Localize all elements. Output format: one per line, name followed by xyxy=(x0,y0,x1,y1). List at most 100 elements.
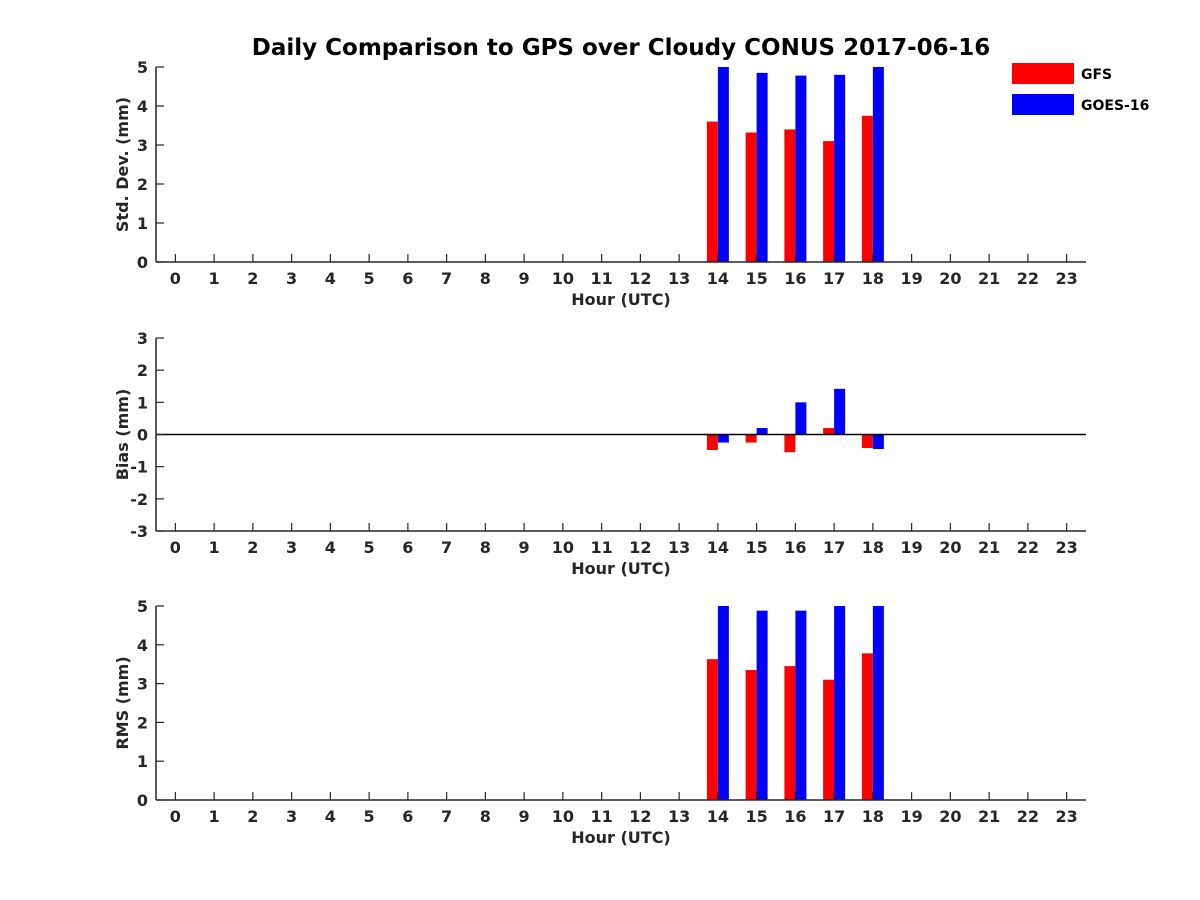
x-tick-label: 20 xyxy=(939,269,961,288)
bar-goes-16-18 xyxy=(872,67,884,262)
x-tick-label: 7 xyxy=(441,269,452,288)
y-tick-label: 0 xyxy=(137,426,148,445)
x-tick-label: 17 xyxy=(823,538,845,557)
x-tick-label: 8 xyxy=(480,269,491,288)
x-tick-label: 5 xyxy=(364,538,375,557)
x-tick-label: 15 xyxy=(745,538,767,557)
bar-gfs-18 xyxy=(861,653,873,800)
y-tick-label: 4 xyxy=(137,636,148,655)
x-axis-label: Hour (UTC) xyxy=(571,290,671,309)
bar-goes-16-15 xyxy=(756,72,768,262)
bar-gfs-14 xyxy=(706,121,718,262)
x-tick-label: 13 xyxy=(668,538,690,557)
y-axis-label: Std. Dev. (mm) xyxy=(113,97,132,232)
bar-goes-16-18 xyxy=(872,434,884,449)
x-tick-label: 7 xyxy=(441,538,452,557)
x-axis-label: Hour (UTC) xyxy=(571,559,671,578)
x-tick-label: 21 xyxy=(978,538,1000,557)
bar-gfs-18 xyxy=(861,434,873,449)
bar-goes-16-17 xyxy=(834,74,846,262)
x-tick-label: 7 xyxy=(441,807,452,826)
x-tick-label: 15 xyxy=(745,807,767,826)
x-tick-label: 19 xyxy=(900,807,922,826)
bar-gfs-17 xyxy=(823,141,835,262)
x-tick-label: 4 xyxy=(325,807,336,826)
legend-swatch-gfs xyxy=(1012,63,1074,84)
bar-gfs-15 xyxy=(745,434,757,443)
y-tick-label: 3 xyxy=(137,675,148,694)
y-tick-label: 5 xyxy=(137,597,148,616)
legend-swatch-goes-16 xyxy=(1012,94,1074,115)
x-tick-label: 14 xyxy=(707,807,729,826)
y-tick-label: -1 xyxy=(130,458,148,477)
x-tick-label: 1 xyxy=(209,269,220,288)
y-tick-label: 5 xyxy=(137,58,148,77)
bar-gfs-16 xyxy=(784,434,796,453)
x-tick-label: 8 xyxy=(480,807,491,826)
x-tick-label: 6 xyxy=(402,538,413,557)
x-tick-label: 16 xyxy=(784,538,806,557)
bar-goes-16-16 xyxy=(795,610,807,800)
x-tick-label: 3 xyxy=(286,807,297,826)
x-tick-label: 22 xyxy=(1017,269,1039,288)
x-tick-label: 3 xyxy=(286,269,297,288)
legend-label-goes-16: GOES-16 xyxy=(1081,98,1149,114)
bar-goes-16-17 xyxy=(834,606,846,800)
x-tick-label: 12 xyxy=(629,269,651,288)
x-tick-label: 14 xyxy=(707,269,729,288)
x-tick-label: 0 xyxy=(170,269,181,288)
chart-title: Daily Comparison to GPS over Cloudy CONU… xyxy=(252,35,990,61)
x-tick-label: 1 xyxy=(209,538,220,557)
x-tick-label: 20 xyxy=(939,807,961,826)
bar-gfs-16 xyxy=(784,666,796,800)
x-tick-label: 17 xyxy=(823,269,845,288)
x-tick-label: 21 xyxy=(978,269,1000,288)
x-tick-label: 14 xyxy=(707,538,729,557)
y-tick-label: 3 xyxy=(137,136,148,155)
x-tick-label: 5 xyxy=(364,269,375,288)
x-tick-label: 16 xyxy=(784,269,806,288)
bar-goes-16-17 xyxy=(834,388,846,435)
x-tick-label: 9 xyxy=(519,538,530,557)
x-tick-label: 10 xyxy=(552,807,574,826)
bar-goes-16-15 xyxy=(756,428,768,435)
x-tick-label: 9 xyxy=(519,807,530,826)
bar-gfs-16 xyxy=(784,129,796,262)
bar-gfs-14 xyxy=(706,659,718,800)
x-tick-label: 23 xyxy=(1055,538,1077,557)
bar-goes-16-14 xyxy=(717,67,729,262)
x-tick-label: 18 xyxy=(862,538,884,557)
x-tick-label: 4 xyxy=(325,269,336,288)
bar-gfs-15 xyxy=(745,670,757,800)
x-tick-label: 5 xyxy=(364,807,375,826)
x-tick-label: 6 xyxy=(402,269,413,288)
x-tick-label: 10 xyxy=(552,538,574,557)
x-tick-label: 12 xyxy=(629,807,651,826)
y-tick-label: 3 xyxy=(137,329,148,348)
x-tick-label: 13 xyxy=(668,807,690,826)
x-tick-label: 17 xyxy=(823,807,845,826)
bar-gfs-17 xyxy=(823,428,835,435)
y-tick-label: -3 xyxy=(130,522,148,541)
x-tick-label: 23 xyxy=(1055,807,1077,826)
y-tick-label: 1 xyxy=(137,393,148,412)
x-tick-label: 16 xyxy=(784,807,806,826)
x-axis-label: Hour (UTC) xyxy=(571,828,671,847)
x-tick-label: 18 xyxy=(862,269,884,288)
x-tick-label: 11 xyxy=(590,269,612,288)
y-tick-label: 2 xyxy=(137,713,148,732)
bar-goes-16-15 xyxy=(756,610,768,800)
x-tick-label: 3 xyxy=(286,538,297,557)
y-axis-label: Bias (mm) xyxy=(113,389,132,481)
x-tick-label: 11 xyxy=(590,538,612,557)
y-tick-label: 1 xyxy=(137,752,148,771)
y-axis-label: RMS (mm) xyxy=(113,656,132,749)
bar-goes-16-14 xyxy=(717,434,729,443)
legend-label-gfs: GFS xyxy=(1081,67,1112,83)
x-tick-label: 0 xyxy=(170,807,181,826)
x-tick-label: 8 xyxy=(480,538,491,557)
x-tick-label: 19 xyxy=(900,538,922,557)
y-tick-label: 2 xyxy=(137,361,148,380)
x-tick-label: 20 xyxy=(939,538,961,557)
